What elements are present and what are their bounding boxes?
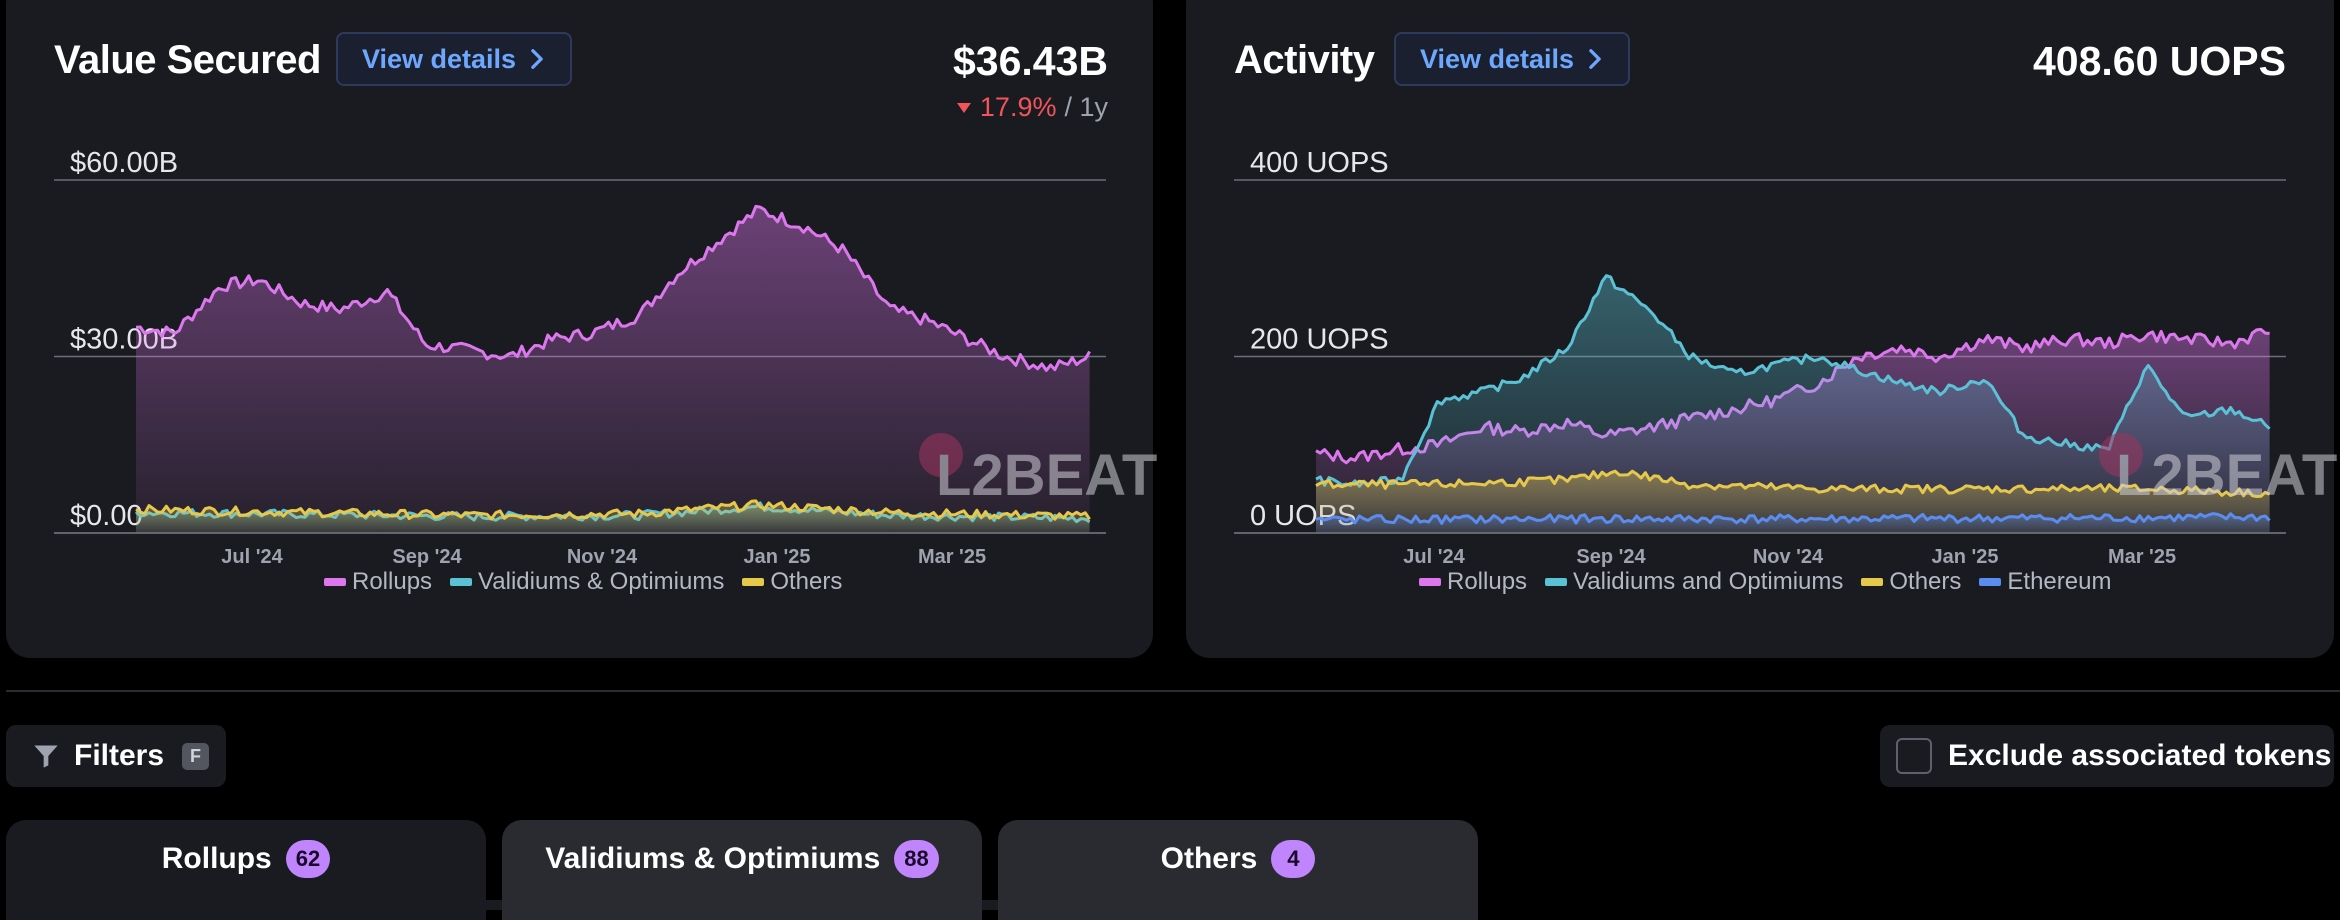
y-tick-label: $60.00B [70,147,178,179]
tab-rollups[interactable]: Rollups 62 [6,820,486,920]
legend-label: Others [1889,568,1962,595]
change-period: / 1y [1064,92,1108,122]
x-tick-label: Sep '24 [1576,546,1646,568]
x-tick-label: Nov '24 [567,546,638,568]
series-area [1316,275,2270,533]
legend-item[interactable]: Validiums and Optimiums [1545,568,1843,596]
series-area [136,206,1090,533]
legend-swatch [1979,578,2002,586]
exclude-associated-tokens-toggle[interactable]: Exclude associated tokens [1880,725,2334,787]
legend-label: Validiums and Optimiums [1573,568,1844,595]
value-secured-legend: Rollups Validiums & Optimiums Others [324,568,842,596]
legend-item[interactable]: Rollups [1419,568,1527,596]
exclude-checkbox[interactable] [1896,738,1932,774]
series-line [1315,469,2271,498]
tab-label: Rollups [161,842,272,875]
legend-item[interactable]: Ethereum [1979,568,2111,596]
x-tick-label: Jul '24 [1403,546,1465,568]
legend-swatch [1545,578,1568,586]
tab-count-badge: 88 [894,840,939,878]
value-secured-title: Value Secured [54,38,321,82]
value-secured-view-details-button[interactable]: View details [336,32,573,86]
chevron-right-icon [1589,49,1601,69]
series-line [135,499,1091,521]
filters-label: Filters [74,739,165,772]
chevron-right-icon [531,49,543,69]
x-tick-label: Jan '25 [1931,546,1998,568]
legend-item[interactable]: Others [742,568,842,596]
legend-label: Rollups [1447,568,1528,595]
activity-card: Activity View details 408.60 UOPS 0 UOPS… [1186,0,2337,658]
series-line [1315,512,2271,525]
value-secured-card: Value Secured View details $36.43B 17.9%… [6,0,1157,658]
x-tick-label: Mar '25 [918,546,986,568]
view-details-label: View details [1420,43,1575,74]
legend-swatch [1419,578,1441,586]
filters-button[interactable]: Filters F [6,725,226,787]
svg-text:L2BEAT: L2BEAT [936,443,1157,508]
legend-item[interactable]: Others [1861,568,1961,596]
value-secured-change: 17.9% / 1y [956,92,1108,123]
x-tick-label: Sep '24 [392,546,462,568]
tab-validiums-optimiums[interactable]: Validiums & Optimiums 88 [502,820,982,920]
tab-count-badge: 62 [285,840,331,878]
legend-swatch [450,578,473,586]
l2beat-watermark-logo: L2BEAT [919,433,1157,508]
activity-view-details-button[interactable]: View details [1394,32,1631,86]
change-percent: 17.9% [979,92,1057,122]
activity-legend: Rollups Validiums and Optimiums Others Ethe… [1419,568,2111,596]
view-details-label: View details [362,43,517,74]
legend-item[interactable]: Rollups [324,568,432,596]
activity-title: Activity [1234,38,1375,82]
y-tick-label: $0.00 [70,500,143,532]
legend-item[interactable]: Validiums & Optimiums [450,568,724,596]
legend-swatch [1861,578,1884,586]
legend-swatch [742,578,765,586]
x-tick-label: Jan '25 [743,546,810,568]
l2beat-watermark-logo: L2BEAT [2099,433,2337,508]
x-tick-label: Jul '24 [221,546,283,568]
filter-icon [34,745,58,768]
tab-others[interactable]: Others 4 [998,820,1478,920]
legend-label: Validiums & Optimiums [478,568,725,595]
y-tick-label: 200 UOPS [1250,324,1389,356]
legend-swatch [324,578,346,586]
legend-label: Rollups [352,568,433,595]
legend-label: Ethereum [2007,568,2112,595]
x-tick-label: Nov '24 [1753,546,1824,568]
activity-total: 408.60 UOPS [2033,38,2286,84]
svg-text:L2BEAT: L2BEAT [2116,443,2337,508]
tab-count-badge: 4 [1271,840,1316,878]
filters-shortcut-key: F [182,742,210,770]
tab-label: Validiums & Optimiums [545,842,881,875]
series-line [135,204,1091,372]
series-area [1316,513,2270,533]
value-secured-total: $36.43B [952,38,1108,84]
caret-down-icon [956,102,971,113]
legend-label: Others [770,568,843,595]
exclude-label: Exclude associated tokens [1948,739,2332,772]
tab-label: Others [1160,842,1258,875]
x-tick-label: Mar '25 [2108,546,2176,568]
y-tick-label: 400 UOPS [1250,147,1389,179]
section-divider [6,690,2340,692]
